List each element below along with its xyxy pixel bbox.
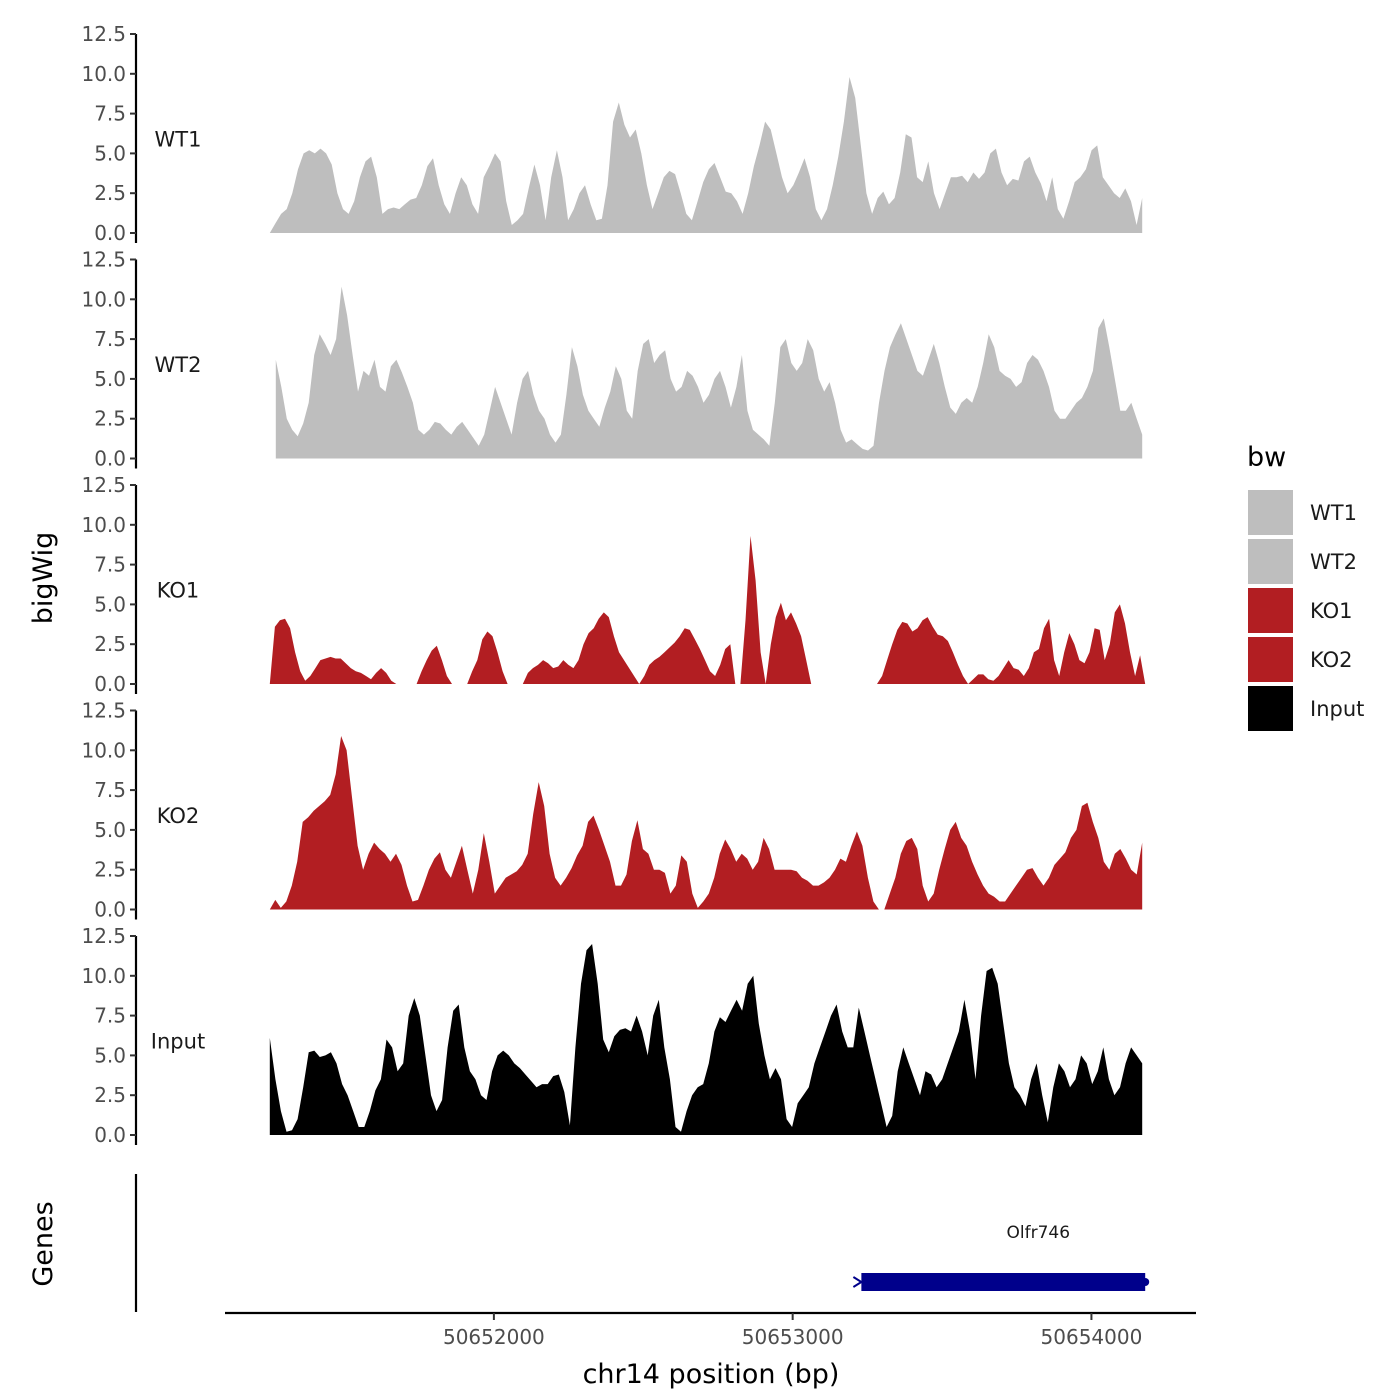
track-wt1: 0.0 2.5 5.0 7.5 10.0 12.5 WT1 — [81, 22, 1143, 245]
y-tick-label: 10.0 — [81, 513, 126, 537]
legend-label-wt2: WT2 — [1310, 550, 1357, 574]
signal-area-input-0 — [269, 944, 1143, 1135]
track-label-input: Input — [151, 1029, 205, 1053]
y-tick-label: 0.0 — [94, 221, 126, 245]
y-tick-label: 7.5 — [94, 327, 126, 351]
signal-area-wt1-0 — [269, 77, 1143, 233]
y-tick-label: 7.5 — [94, 102, 126, 126]
track-ko1: 0.0 2.5 5.0 7.5 10.0 12.5 KO1 — [81, 473, 1146, 696]
y-tick-label: 0.0 — [94, 447, 126, 471]
x-tick-label: 50652000 — [443, 1325, 545, 1349]
gene-label-olfr746: Olfr746 — [1007, 1223, 1071, 1243]
gene-strand-arrow — [852, 1276, 864, 1288]
legend-swatch-wt1 — [1248, 490, 1293, 535]
track-input: 0.0 2.5 5.0 7.5 10.0 12.5 Input — [81, 924, 1143, 1147]
legend-label-ko1: KO1 — [1310, 599, 1353, 623]
y-tick-label: 5.0 — [94, 592, 126, 616]
track-label-wt1: WT1 — [155, 127, 202, 151]
y-tick-label: 12.5 — [81, 248, 126, 272]
y-tick-label: 5.0 — [94, 367, 126, 391]
signal-area-ko2-0 — [269, 736, 1143, 910]
y-tick-label: 12.5 — [81, 699, 126, 723]
x-axis-title: chr14 position (bp) — [583, 1359, 840, 1390]
y-tick-label: 10.0 — [81, 738, 126, 762]
y-tick-label: 7.5 — [94, 553, 126, 577]
y-tick-label: 5.0 — [94, 1043, 126, 1067]
x-axis: 50652000 50653000 50654000 chr14 position … — [225, 1311, 1196, 1390]
signal-area-ko1-0 — [269, 618, 397, 684]
legend-swatch-wt2 — [1248, 539, 1293, 584]
y-tick-label: 5.0 — [94, 818, 126, 842]
y-tick-label: 2.5 — [94, 407, 126, 431]
y-tick-label: 10.0 — [81, 287, 126, 311]
y-tick-label: 5.0 — [94, 141, 126, 165]
genes-panel-title: Genes — [28, 1201, 59, 1286]
legend-swatch-input — [1248, 686, 1293, 731]
signal-area-wt2-0 — [275, 286, 1143, 459]
y-tick-label: 0.0 — [94, 1123, 126, 1147]
y-tick-label: 2.5 — [94, 181, 126, 205]
legend-title: bw — [1247, 442, 1286, 473]
gene-end-marker — [1141, 1278, 1150, 1286]
track-label-ko2: KO2 — [157, 804, 200, 828]
y-tick-label: 12.5 — [81, 22, 126, 46]
y-tick-label: 7.5 — [94, 778, 126, 802]
y-axis-title: bigWig — [28, 532, 59, 625]
legend-swatch-ko2 — [1248, 637, 1293, 682]
y-tick-label: 2.5 — [94, 858, 126, 882]
y-tick-label: 2.5 — [94, 632, 126, 656]
legend: bw WT1 WT2 KO1 KO2 Input — [1247, 442, 1364, 731]
track-label-wt2: WT2 — [155, 353, 202, 377]
y-tick-label: 12.5 — [81, 473, 126, 497]
x-axis-ticks: 50652000 50653000 50654000 — [443, 1313, 1142, 1349]
gene-body-olfr746 — [861, 1273, 1146, 1291]
track-wt2: 0.0 2.5 5.0 7.5 10.0 12.5 WT2 — [81, 248, 1143, 471]
x-tick-label: 50653000 — [742, 1325, 844, 1349]
legend-items: WT1 WT2 KO1 KO2 Input — [1248, 490, 1364, 731]
track-label-ko1: KO1 — [157, 578, 200, 602]
legend-swatch-ko1 — [1248, 588, 1293, 633]
x-tick-label: 50654000 — [1041, 1325, 1143, 1349]
legend-label-input: Input — [1310, 697, 1364, 721]
y-tick-label: 0.0 — [94, 898, 126, 922]
gene-panel: Genes Olfr746 — [28, 1174, 1150, 1312]
y-tick-label: 12.5 — [81, 924, 126, 948]
signal-area-ko1-2 — [467, 631, 508, 684]
gene-models: Olfr746 — [852, 1223, 1150, 1291]
signal-area-ko1-3 — [522, 535, 812, 684]
y-tick-label: 7.5 — [94, 1004, 126, 1028]
y-tick-label: 10.0 — [81, 62, 126, 86]
legend-label-ko2: KO2 — [1310, 648, 1353, 672]
y-tick-label: 10.0 — [81, 964, 126, 988]
signal-tracks: 0.0 2.5 5.0 7.5 10.0 12.5 WT1 0.0 2.5 5.0 7.5 10.0 1… — [81, 22, 1146, 1147]
signal-area-ko1-1 — [416, 645, 452, 684]
legend-label-wt1: WT1 — [1310, 501, 1357, 525]
track-ko2: 0.0 2.5 5.0 7.5 10.0 12.5 KO2 — [81, 699, 1143, 922]
y-tick-label: 0.0 — [94, 672, 126, 696]
signal-area-ko1-4 — [877, 604, 1146, 684]
y-tick-label: 2.5 — [94, 1083, 126, 1107]
